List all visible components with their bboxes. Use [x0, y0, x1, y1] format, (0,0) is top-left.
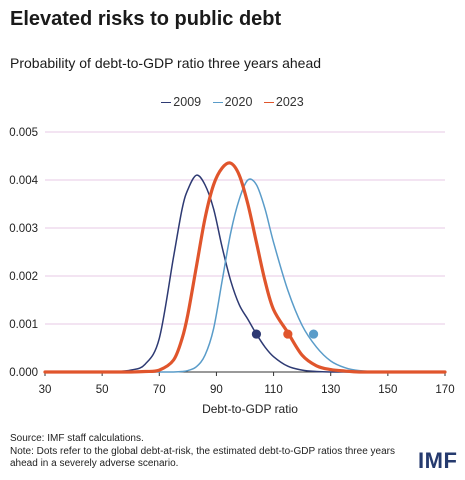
x-tick-label: 130: [321, 384, 340, 396]
marker-layer: [251, 329, 319, 339]
series-line-2009: [44, 174, 446, 373]
x-tick-label: 90: [210, 384, 223, 396]
grid-layer: [45, 131, 445, 325]
x-axis-title: Debt-to-GDP ratio: [202, 402, 298, 416]
series-layer: [43, 161, 447, 374]
debt-distribution-chart: 0.000 0.001 0.002 0.003 0.004 0.005 30 50 70 90 11…: [9, 127, 454, 416]
y-tick-label: 0.002: [9, 271, 38, 283]
imf-logo: IMF: [418, 448, 458, 473]
debt-at-risk-dot-2020: [308, 329, 319, 339]
chart-subtitle: Probability of debt-to-GDP ratio three y…: [10, 55, 322, 71]
series-line-2023: [43, 161, 447, 374]
legend-swatch-2009: [161, 102, 172, 104]
debt-at-risk-dot-2023: [283, 329, 293, 339]
legend-label-2020: 2020: [224, 95, 253, 109]
debt-at-risk-dot-2009: [251, 329, 262, 339]
legend-label-2023: 2023: [275, 95, 304, 109]
y-tick-label: 0.000: [9, 367, 38, 379]
axis-layer: 0.000 0.001 0.002 0.003 0.004 0.005 30 50 70 90 11…: [9, 127, 454, 396]
chart-legend: 2009 2020 2023: [0, 95, 465, 109]
legend-item-2023: 2023: [263, 95, 304, 109]
legend-swatch-2023: [263, 102, 274, 104]
legend-label-2009: 2009: [173, 95, 202, 109]
legend-swatch-2020: [212, 102, 223, 104]
y-tick-label: 0.001: [9, 319, 38, 331]
x-tick-label: 30: [39, 384, 52, 396]
x-tick-label: 150: [378, 384, 397, 396]
x-tick-label: 110: [264, 384, 282, 396]
y-tick-label: 0.003: [9, 223, 38, 235]
legend-item-2009: 2009: [161, 95, 201, 109]
footnote: Note: Dots refer to the global debt-at-r…: [10, 446, 395, 469]
y-tick-label: 0.004: [9, 175, 38, 187]
x-tick-label: 70: [153, 384, 166, 396]
y-tick-label: 0.005: [9, 127, 38, 139]
source-note: Source: IMF staff calculations.: [10, 433, 144, 444]
x-tick-label: 50: [96, 384, 109, 396]
chart-headline: Elevated risks to public debt: [10, 8, 282, 30]
legend-item-2020: 2020: [212, 95, 253, 109]
x-tick-label: 170: [435, 384, 454, 396]
